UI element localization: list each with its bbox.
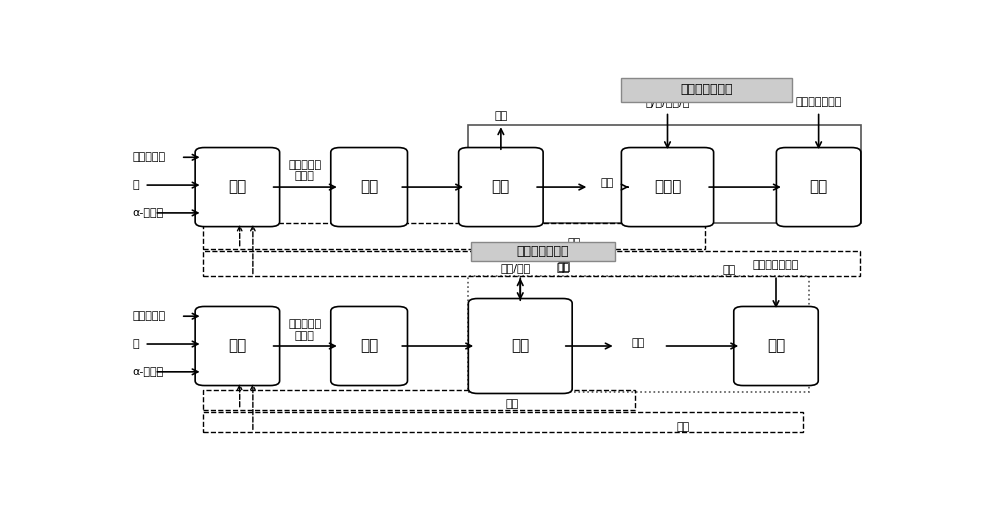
FancyBboxPatch shape	[331, 307, 407, 385]
Text: 淀粉质原料: 淀粉质原料	[133, 311, 166, 321]
Text: 回配: 回配	[723, 266, 736, 276]
Bar	[471, 241, 615, 262]
Bar	[468, 125, 861, 223]
Text: α-淀粉酶: α-淀粉酶	[133, 367, 164, 377]
FancyBboxPatch shape	[459, 148, 543, 227]
Text: 废醪: 废醪	[600, 179, 614, 188]
FancyBboxPatch shape	[734, 307, 818, 385]
Text: 乙醇发酵菌
糖化酶: 乙醇发酵菌 糖化酶	[288, 159, 321, 181]
FancyBboxPatch shape	[195, 307, 280, 385]
Text: 回配: 回配	[506, 399, 519, 409]
Bar	[202, 390, 635, 410]
Bar	[202, 412, 803, 432]
Text: 液化: 液化	[228, 180, 246, 195]
Text: 蒸馏: 蒸馏	[511, 338, 529, 353]
Bar	[202, 251, 860, 277]
Text: 乙醇: 乙醇	[494, 111, 508, 121]
Text: 蒸馏: 蒸馏	[492, 180, 510, 195]
Text: 乙醇发酵菌
糖化酶: 乙醇发酵菌 糖化酶	[288, 319, 321, 341]
FancyBboxPatch shape	[331, 148, 407, 227]
Text: 回配: 回配	[676, 422, 690, 432]
Text: 稀酸/稀碱: 稀酸/稀碱	[500, 263, 530, 272]
Text: 酶解: 酶解	[810, 180, 828, 195]
Text: 回配: 回配	[568, 238, 581, 248]
Text: 乙醇: 乙醇	[557, 262, 570, 272]
FancyBboxPatch shape	[468, 299, 572, 394]
Text: 酸/碱/热水/氨: 酸/碱/热水/氨	[645, 97, 690, 107]
Text: 水: 水	[133, 180, 139, 190]
Bar	[202, 223, 705, 249]
Text: 纤维素酶混合物: 纤维素酶混合物	[753, 261, 799, 270]
Text: 水: 水	[133, 339, 139, 349]
Text: 液化: 液化	[228, 338, 246, 353]
FancyBboxPatch shape	[776, 148, 861, 227]
Text: 预处理: 预处理	[654, 180, 681, 195]
Text: 发酵: 发酵	[360, 338, 378, 353]
Bar	[468, 277, 809, 392]
Bar	[621, 78, 792, 102]
Text: 纤维素酶混合物: 纤维素酶混合物	[795, 97, 842, 107]
FancyBboxPatch shape	[621, 148, 714, 227]
Text: 发酵: 发酵	[360, 180, 378, 195]
Text: 乙醇: 乙醇	[557, 263, 570, 272]
FancyBboxPatch shape	[195, 148, 280, 227]
Text: 离位预处理工艺: 离位预处理工艺	[680, 83, 732, 96]
Text: α-淀粉酶: α-淀粉酶	[133, 208, 164, 218]
Text: 原位预处理工艺: 原位预处理工艺	[517, 245, 569, 258]
Text: 淀粉质原料: 淀粉质原料	[133, 152, 166, 162]
Text: 废醪: 废醪	[631, 338, 645, 348]
Text: 酶解: 酶解	[767, 338, 785, 353]
